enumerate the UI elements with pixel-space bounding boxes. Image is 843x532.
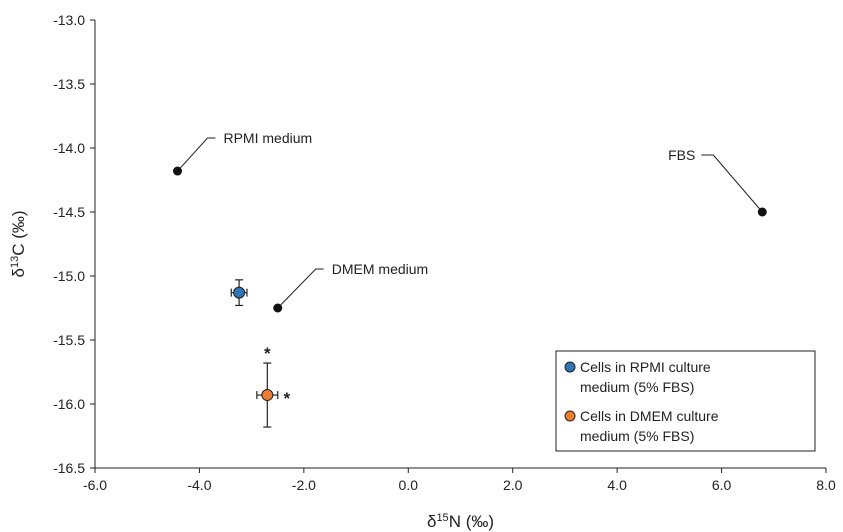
legend-label: medium (5% FBS) <box>580 428 694 444</box>
x-tick-label: -6.0 <box>83 477 107 493</box>
x-axis-label: δ15N (‰) <box>427 512 494 531</box>
x-tick-label: 6.0 <box>712 477 732 493</box>
y-tick-label: -14.5 <box>53 204 85 220</box>
legend-marker <box>564 410 576 422</box>
significance-marker: * <box>283 389 290 408</box>
reference-point <box>757 207 767 217</box>
y-tick-label: -14.0 <box>53 140 85 156</box>
y-axis-label: δ13C (‰) <box>9 210 28 277</box>
x-tick-label: -4.0 <box>187 477 211 493</box>
y-tick-label: -16.0 <box>53 396 85 412</box>
reference-point <box>172 166 182 176</box>
legend-label: Cells in RPMI culture <box>580 359 711 375</box>
x-tick-label: -2.0 <box>292 477 316 493</box>
series-point <box>261 389 274 402</box>
legend: Cells in RPMI culture medium (5% FBS) Cell… <box>555 350 816 452</box>
reference-points: RPMI medium FBS DMEM medium <box>172 130 767 313</box>
reference-point-label: RPMI medium <box>223 130 312 146</box>
y-axis-label-rest: C (‰) <box>9 210 28 255</box>
y-tick-label: -15.5 <box>53 332 85 348</box>
x-axis-label-base: δ <box>427 512 436 531</box>
y-tick-label: -15.0 <box>53 268 85 284</box>
x-axis-label-sup: 15 <box>436 512 448 524</box>
x-axis-label-rest: N (‰) <box>449 512 494 531</box>
reference-point-label: DMEM medium <box>332 261 428 277</box>
y-axis-label-sup: 13 <box>9 256 21 268</box>
series-points: ** <box>230 279 290 428</box>
x-axis-ticks: -6.0 -4.0 -2.0 0.0 2.0 4.0 6.0 8.0 <box>83 468 836 493</box>
x-tick-label: 8.0 <box>816 477 836 493</box>
legend-marker <box>564 361 576 373</box>
legend-label: Cells in DMEM culture <box>580 408 719 424</box>
callout-line <box>177 137 216 172</box>
reference-point <box>273 303 283 313</box>
x-tick-label: 4.0 <box>607 477 627 493</box>
callout-line <box>701 154 763 213</box>
legend-box <box>555 350 816 452</box>
y-tick-label: -13.5 <box>53 76 85 92</box>
legend-label: medium (5% FBS) <box>580 379 694 395</box>
y-tick-label: -13.0 <box>53 12 85 28</box>
significance-marker: * <box>264 344 271 363</box>
reference-point-label: FBS <box>668 147 695 163</box>
x-tick-label: 0.0 <box>399 477 419 493</box>
y-axis-ticks: -13.0 -13.5 -14.0 -14.5 -15.0 -15.5 -16.0 -16.5 <box>53 12 95 476</box>
x-tick-label: 2.0 <box>503 477 523 493</box>
y-axis-label-base: δ <box>9 268 28 277</box>
y-tick-label: -16.5 <box>53 460 85 476</box>
callout-line <box>277 268 324 309</box>
series-point <box>233 286 246 299</box>
